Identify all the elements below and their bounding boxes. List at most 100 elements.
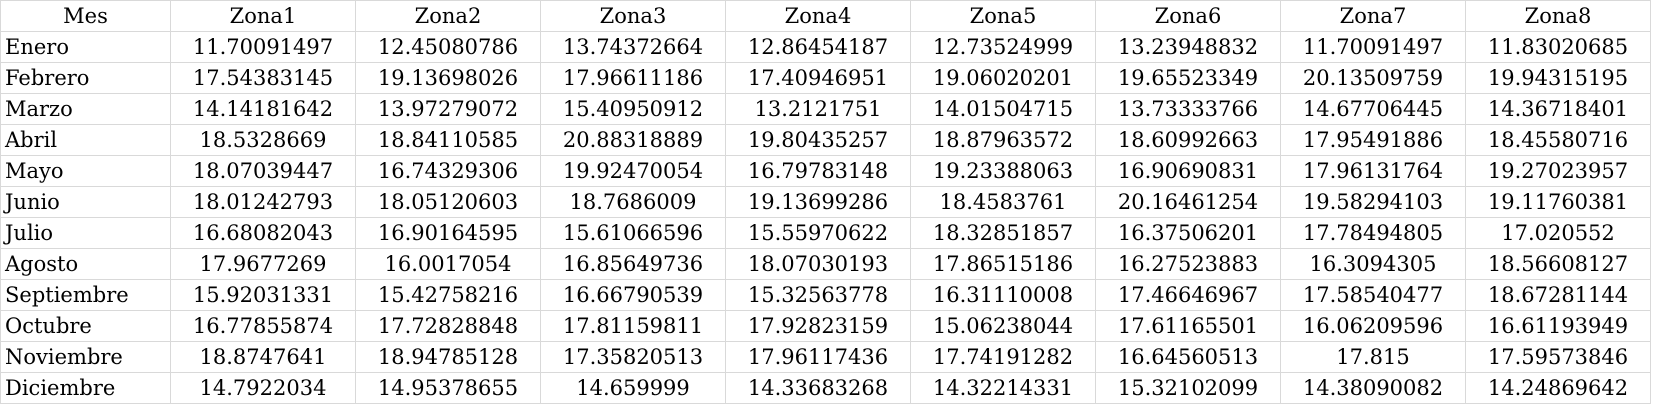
value-cell[interactable]: 11.83020685 — [1465, 31, 1651, 63]
column-header-mes[interactable]: Mes — [0, 0, 171, 32]
value-cell[interactable]: 18.32851857 — [910, 217, 1096, 249]
value-cell[interactable]: 18.07039447 — [170, 155, 356, 187]
value-cell[interactable]: 16.0017054 — [355, 248, 541, 280]
value-cell[interactable]: 18.4583761 — [910, 186, 1096, 218]
value-cell[interactable]: 16.68082043 — [170, 217, 356, 249]
month-cell[interactable]: Febrero — [0, 62, 171, 94]
month-cell[interactable]: Enero — [0, 31, 171, 63]
value-cell[interactable]: 12.45080786 — [355, 31, 541, 63]
month-cell[interactable]: Diciembre — [0, 372, 171, 404]
value-cell[interactable]: 17.9677269 — [170, 248, 356, 280]
value-cell[interactable]: 19.92470054 — [540, 155, 726, 187]
value-cell[interactable]: 16.06209596 — [1280, 310, 1466, 342]
value-cell[interactable]: 17.78494805 — [1280, 217, 1466, 249]
value-cell[interactable]: 14.36718401 — [1465, 93, 1651, 125]
value-cell[interactable]: 15.32102099 — [1095, 372, 1281, 404]
value-cell[interactable]: 17.40946951 — [725, 62, 911, 94]
value-cell[interactable]: 19.94315195 — [1465, 62, 1651, 94]
value-cell[interactable]: 15.06238044 — [910, 310, 1096, 342]
value-cell[interactable]: 14.33683268 — [725, 372, 911, 404]
value-cell[interactable]: 18.05120603 — [355, 186, 541, 218]
value-cell[interactable]: 15.55970622 — [725, 217, 911, 249]
value-cell[interactable]: 18.87963572 — [910, 124, 1096, 156]
column-header-zona1[interactable]: Zona1 — [170, 0, 356, 32]
value-cell[interactable]: 18.07030193 — [725, 248, 911, 280]
value-cell[interactable]: 19.27023957 — [1465, 155, 1651, 187]
value-cell[interactable]: 19.23388063 — [910, 155, 1096, 187]
value-cell[interactable]: 18.45580716 — [1465, 124, 1651, 156]
value-cell[interactable]: 17.74191282 — [910, 341, 1096, 373]
column-header-zona7[interactable]: Zona7 — [1280, 0, 1466, 32]
value-cell[interactable]: 11.70091497 — [1280, 31, 1466, 63]
value-cell[interactable]: 20.13509759 — [1280, 62, 1466, 94]
value-cell[interactable]: 11.70091497 — [170, 31, 356, 63]
value-cell[interactable]: 16.85649736 — [540, 248, 726, 280]
column-header-zona5[interactable]: Zona5 — [910, 0, 1096, 32]
value-cell[interactable]: 14.14181642 — [170, 93, 356, 125]
value-cell[interactable]: 18.7686009 — [540, 186, 726, 218]
value-cell[interactable]: 16.66790539 — [540, 279, 726, 311]
month-cell[interactable]: Marzo — [0, 93, 171, 125]
value-cell[interactable]: 17.72828848 — [355, 310, 541, 342]
value-cell[interactable]: 14.659999 — [540, 372, 726, 404]
value-cell[interactable]: 17.81159811 — [540, 310, 726, 342]
month-cell[interactable]: Octubre — [0, 310, 171, 342]
value-cell[interactable]: 17.815 — [1280, 341, 1466, 373]
value-cell[interactable]: 13.74372664 — [540, 31, 726, 63]
value-cell[interactable]: 13.2121751 — [725, 93, 911, 125]
value-cell[interactable]: 16.61193949 — [1465, 310, 1651, 342]
value-cell[interactable]: 16.90690831 — [1095, 155, 1281, 187]
value-cell[interactable]: 12.86454187 — [725, 31, 911, 63]
month-cell[interactable]: Abril — [0, 124, 171, 156]
value-cell[interactable]: 13.97279072 — [355, 93, 541, 125]
value-cell[interactable]: 15.32563778 — [725, 279, 911, 311]
month-cell[interactable]: Junio — [0, 186, 171, 218]
value-cell[interactable]: 20.16461254 — [1095, 186, 1281, 218]
value-cell[interactable]: 18.56608127 — [1465, 248, 1651, 280]
value-cell[interactable]: 15.92031331 — [170, 279, 356, 311]
month-cell[interactable]: Noviembre — [0, 341, 171, 373]
value-cell[interactable]: 17.35820513 — [540, 341, 726, 373]
value-cell[interactable]: 18.94785128 — [355, 341, 541, 373]
value-cell[interactable]: 16.27523883 — [1095, 248, 1281, 280]
value-cell[interactable]: 15.40950912 — [540, 93, 726, 125]
value-cell[interactable]: 16.74329306 — [355, 155, 541, 187]
value-cell[interactable]: 17.96611186 — [540, 62, 726, 94]
value-cell[interactable]: 17.58540477 — [1280, 279, 1466, 311]
value-cell[interactable]: 17.92823159 — [725, 310, 911, 342]
value-cell[interactable]: 17.96131764 — [1280, 155, 1466, 187]
value-cell[interactable]: 19.65523349 — [1095, 62, 1281, 94]
column-header-zona4[interactable]: Zona4 — [725, 0, 911, 32]
value-cell[interactable]: 13.23948832 — [1095, 31, 1281, 63]
value-cell[interactable]: 16.90164595 — [355, 217, 541, 249]
value-cell[interactable]: 16.37506201 — [1095, 217, 1281, 249]
value-cell[interactable]: 20.88318889 — [540, 124, 726, 156]
value-cell[interactable]: 16.79783148 — [725, 155, 911, 187]
value-cell[interactable]: 15.61066596 — [540, 217, 726, 249]
value-cell[interactable]: 14.67706445 — [1280, 93, 1466, 125]
value-cell[interactable]: 18.01242793 — [170, 186, 356, 218]
month-cell[interactable]: Julio — [0, 217, 171, 249]
value-cell[interactable]: 14.32214331 — [910, 372, 1096, 404]
column-header-zona6[interactable]: Zona6 — [1095, 0, 1281, 32]
value-cell[interactable]: 17.61165501 — [1095, 310, 1281, 342]
value-cell[interactable]: 16.77855874 — [170, 310, 356, 342]
value-cell[interactable]: 17.54383145 — [170, 62, 356, 94]
value-cell[interactable]: 14.38090082 — [1280, 372, 1466, 404]
value-cell[interactable]: 17.96117436 — [725, 341, 911, 373]
value-cell[interactable]: 13.73333766 — [1095, 93, 1281, 125]
value-cell[interactable]: 18.67281144 — [1465, 279, 1651, 311]
value-cell[interactable]: 19.80435257 — [725, 124, 911, 156]
value-cell[interactable]: 12.73524999 — [910, 31, 1096, 63]
value-cell[interactable]: 19.11760381 — [1465, 186, 1651, 218]
value-cell[interactable]: 17.86515186 — [910, 248, 1096, 280]
month-cell[interactable]: Mayo — [0, 155, 171, 187]
value-cell[interactable]: 14.01504715 — [910, 93, 1096, 125]
month-cell[interactable]: Agosto — [0, 248, 171, 280]
value-cell[interactable]: 18.5328669 — [170, 124, 356, 156]
value-cell[interactable]: 14.95378655 — [355, 372, 541, 404]
value-cell[interactable]: 19.13699286 — [725, 186, 911, 218]
value-cell[interactable]: 17.46646967 — [1095, 279, 1281, 311]
value-cell[interactable]: 16.64560513 — [1095, 341, 1281, 373]
value-cell[interactable]: 18.60992663 — [1095, 124, 1281, 156]
